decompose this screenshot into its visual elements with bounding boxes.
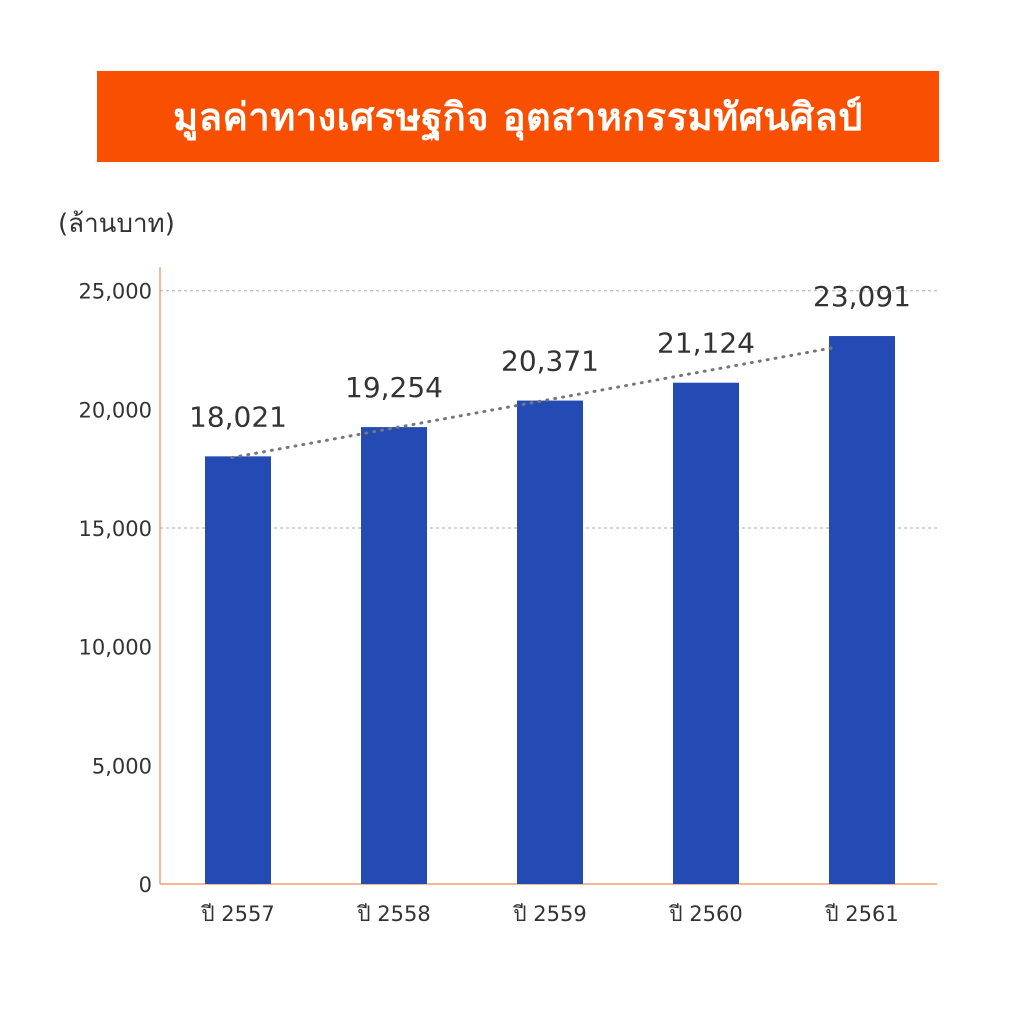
y-tick-label: 15,000 xyxy=(79,517,152,541)
data-label: 19,254 xyxy=(345,371,443,404)
y-tick-label: 10,000 xyxy=(79,636,152,660)
bar xyxy=(673,382,739,884)
x-tick-label: ปี 2560 xyxy=(669,902,743,926)
data-label: 18,021 xyxy=(189,400,287,433)
x-tick-label: ปี 2558 xyxy=(357,902,431,926)
y-tick-label: 25,000 xyxy=(79,280,152,304)
y-tick-label: 20,000 xyxy=(79,398,152,422)
y-tick-label: 5,000 xyxy=(92,754,152,778)
bar xyxy=(517,400,583,884)
trendline xyxy=(230,346,834,460)
data-label: 20,371 xyxy=(501,345,599,378)
x-tick-label: ปี 2559 xyxy=(513,902,587,926)
data-label: 23,091 xyxy=(813,280,911,313)
bar xyxy=(205,456,271,884)
bar xyxy=(829,336,895,884)
x-tick-label: ปี 2561 xyxy=(825,902,899,926)
chart-title: มูลค่าทางเศรษฐกิจ อุตสาหกรรมทัศนศิลป์ xyxy=(173,95,863,139)
y-axis-unit-label: (ล้านบาท) xyxy=(58,209,175,239)
title-banner: มูลค่าทางเศรษฐกิจ อุตสาหกรรมทัศนศิลป์ xyxy=(97,71,939,162)
data-label: 21,124 xyxy=(657,327,755,360)
y-tick-label: 0 xyxy=(139,873,152,897)
x-tick-label: ปี 2557 xyxy=(201,902,275,926)
bar xyxy=(361,427,427,884)
